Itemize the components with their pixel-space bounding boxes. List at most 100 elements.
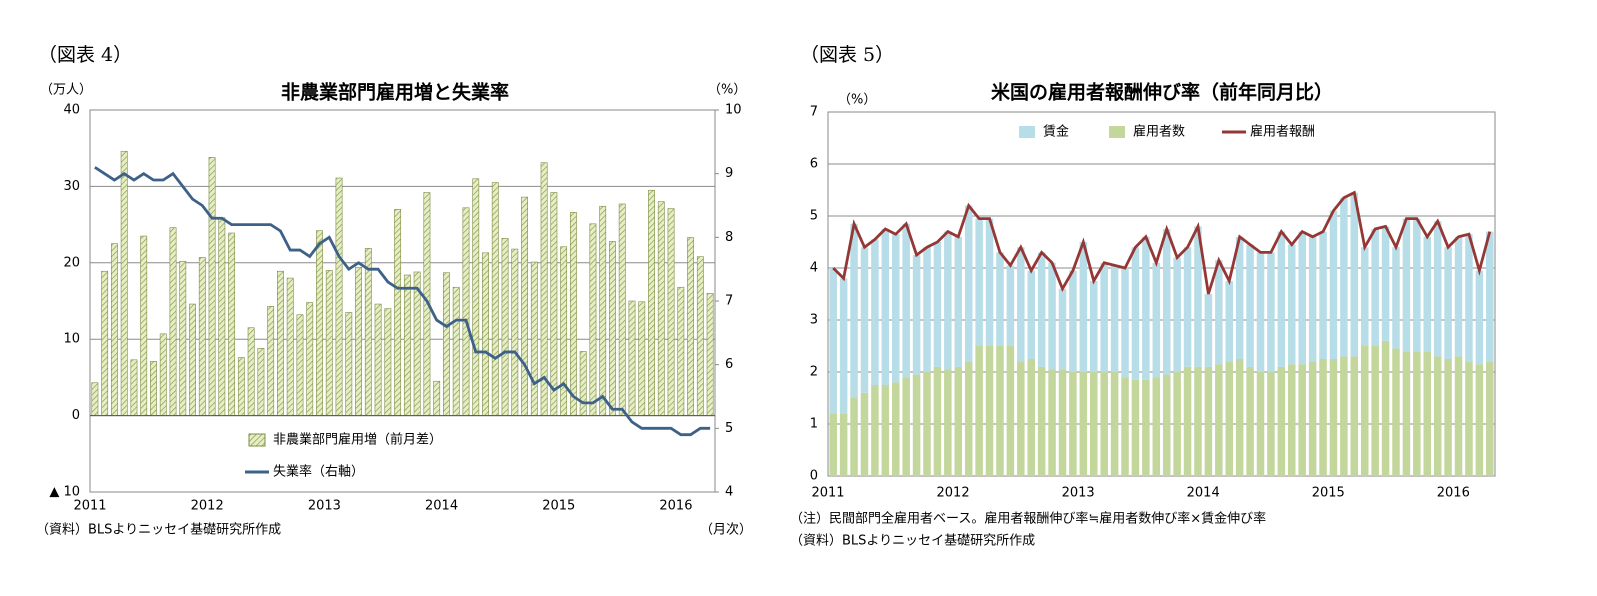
bar-segment bbox=[829, 268, 837, 414]
y-tick-label: 1 bbox=[810, 417, 818, 432]
x-tick-label: 2014 bbox=[1187, 486, 1220, 501]
bar-segment bbox=[1340, 356, 1348, 476]
bar-segment bbox=[1360, 247, 1369, 346]
y2-tick-label: 4 bbox=[725, 485, 733, 500]
bar-segment bbox=[1058, 288, 1067, 370]
bar bbox=[394, 209, 402, 416]
bar-segment bbox=[1288, 244, 1296, 365]
y2-tick-label: 10 bbox=[725, 103, 742, 118]
bar bbox=[325, 270, 333, 416]
bar bbox=[257, 348, 265, 416]
y-tick-label: 20 bbox=[63, 255, 80, 270]
bar-segment bbox=[1006, 346, 1015, 476]
bar-segment bbox=[1079, 242, 1088, 372]
bar-segment bbox=[1027, 359, 1035, 476]
x-tick-label: 2012 bbox=[937, 486, 970, 501]
bar-segment bbox=[871, 385, 879, 476]
bar bbox=[482, 252, 489, 416]
bar-segment bbox=[1100, 372, 1108, 476]
bar-segment bbox=[1444, 247, 1452, 359]
y-tick-label: 40 bbox=[63, 103, 80, 118]
bar-segment bbox=[1433, 356, 1442, 476]
bar-segment bbox=[1048, 262, 1056, 370]
bar-segment bbox=[1298, 364, 1306, 476]
bar bbox=[433, 380, 441, 416]
bar bbox=[169, 227, 177, 416]
bar bbox=[286, 277, 294, 416]
bar-segment bbox=[944, 231, 952, 370]
bar-segment bbox=[1433, 221, 1442, 357]
bar bbox=[530, 261, 538, 416]
x-tick-label: 2012 bbox=[191, 499, 224, 514]
note: （資料）BLSよりニッセイ基礎研究所作成 bbox=[790, 534, 1035, 549]
bar bbox=[677, 286, 685, 416]
bar-segment bbox=[1037, 366, 1046, 476]
bar-segment bbox=[1215, 260, 1223, 365]
bar bbox=[374, 303, 382, 416]
y2-unit: （%） bbox=[708, 83, 746, 98]
bar bbox=[589, 223, 597, 416]
bar-segment bbox=[1017, 247, 1025, 362]
bar-segment bbox=[1183, 247, 1192, 367]
bar bbox=[413, 271, 421, 416]
y-tick-label: 6 bbox=[810, 157, 818, 172]
bar-segment bbox=[1329, 359, 1338, 476]
bar-segment bbox=[1454, 356, 1463, 476]
bar-segment bbox=[1381, 226, 1390, 341]
bar bbox=[228, 232, 236, 416]
bar-segment bbox=[1079, 372, 1088, 476]
y2-tick-label: 7 bbox=[725, 294, 733, 309]
y-tick-label: ▲ 10 bbox=[49, 485, 80, 500]
bar bbox=[384, 308, 392, 416]
bar-segment bbox=[1017, 361, 1025, 476]
bar-segment bbox=[1173, 257, 1181, 372]
bar-segment bbox=[850, 398, 858, 476]
bar-segment bbox=[1173, 372, 1181, 476]
bar-segment bbox=[1465, 234, 1473, 362]
legend-label: 雇用者報酬 bbox=[1250, 124, 1315, 140]
y-tick-label: 30 bbox=[63, 179, 80, 194]
bar-segment bbox=[1110, 265, 1119, 372]
bar-segment bbox=[1048, 369, 1056, 476]
bar-segment bbox=[1121, 268, 1129, 378]
x-tick-label: 2011 bbox=[811, 486, 844, 501]
x-tick-label: 2013 bbox=[1062, 486, 1095, 501]
bar-segment bbox=[1444, 359, 1452, 476]
bar-segment bbox=[1194, 366, 1202, 476]
bar-segment bbox=[1204, 294, 1213, 367]
bar-segment bbox=[923, 372, 931, 476]
bar bbox=[472, 178, 480, 416]
bar-segment bbox=[1381, 340, 1390, 476]
bar-segment bbox=[1475, 270, 1484, 365]
bar-segment bbox=[933, 242, 942, 367]
bar bbox=[609, 241, 616, 416]
legend-label: 非農業部門雇用増（前月差） bbox=[273, 432, 442, 448]
bar-segment bbox=[996, 252, 1004, 346]
bar bbox=[403, 274, 411, 416]
bar-segment bbox=[1204, 366, 1213, 476]
bar bbox=[218, 217, 226, 416]
bar bbox=[101, 270, 109, 416]
bar bbox=[364, 247, 372, 416]
bar-segment bbox=[1360, 346, 1369, 476]
bar-segment bbox=[850, 223, 858, 398]
bar bbox=[345, 312, 353, 416]
y-tick-label: 0 bbox=[72, 408, 80, 423]
bar-segment bbox=[1131, 247, 1140, 380]
bar bbox=[296, 314, 304, 416]
bar bbox=[247, 327, 255, 416]
bar bbox=[521, 196, 528, 416]
figure-label: （図表 5） bbox=[800, 44, 894, 66]
bar-segment bbox=[1131, 379, 1140, 476]
bar-segment bbox=[1486, 361, 1494, 476]
legend-swatch bbox=[248, 433, 266, 447]
bar-segment bbox=[1069, 372, 1077, 476]
x-tick-label: 2013 bbox=[308, 499, 341, 514]
bar-segment bbox=[1235, 359, 1244, 476]
x-tick-label: 2015 bbox=[1312, 486, 1345, 501]
line bbox=[94, 166, 711, 437]
bar-segment bbox=[1423, 351, 1432, 476]
bar-segment bbox=[954, 236, 963, 367]
bar-segment bbox=[1225, 281, 1233, 362]
